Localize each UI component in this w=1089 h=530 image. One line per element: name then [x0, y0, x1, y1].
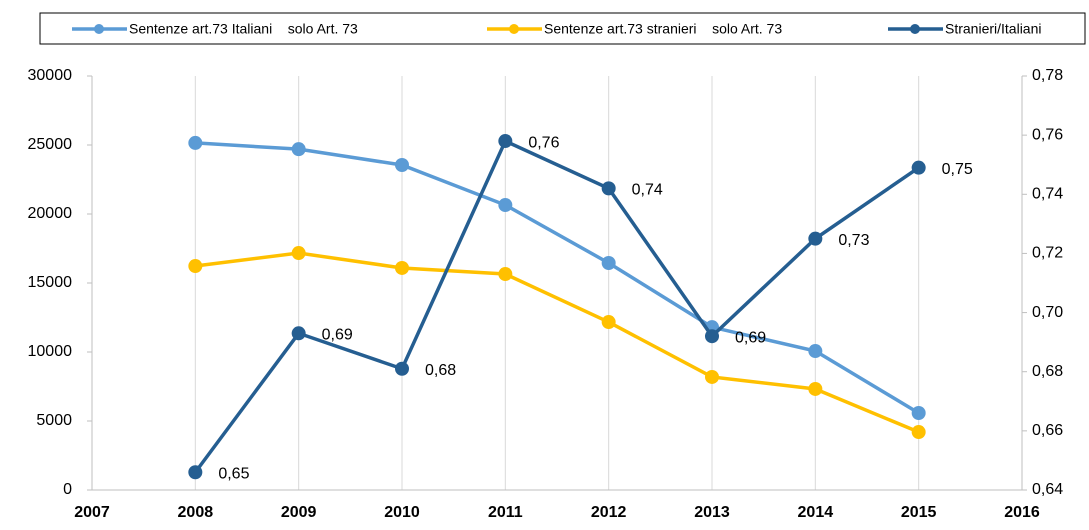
series-line [193, 138, 920, 474]
marker [911, 160, 926, 175]
marker [705, 329, 719, 344]
x-tick-label: 2008 [178, 504, 214, 521]
x-tick-label: 2011 [488, 504, 523, 521]
y-tick-label: 20000 [28, 205, 73, 222]
y-tick-label: 0 [63, 481, 72, 498]
marker [188, 259, 203, 274]
data-label: 0,69 [735, 329, 766, 346]
marker [498, 134, 513, 149]
x-tick-label: 2009 [281, 504, 317, 521]
x-tick-label: 2010 [384, 504, 420, 521]
marker [911, 425, 926, 440]
x-tick-label: 2013 [694, 504, 730, 521]
marker [808, 231, 823, 246]
y2-tick-label: 0,66 [1032, 422, 1063, 439]
marker [291, 326, 306, 341]
legend-label: Sentenze art.73 Italiani solo Art. 73 [129, 21, 358, 37]
marker [395, 158, 409, 173]
series-line [195, 251, 920, 434]
x-tick-label: 2014 [798, 504, 834, 521]
y2-tick-label: 0,70 [1032, 304, 1063, 321]
marker [911, 405, 926, 420]
marker [808, 344, 823, 359]
data-label: 0,75 [942, 161, 973, 178]
marker [291, 246, 306, 261]
x-tick-label: 2012 [591, 504, 627, 521]
data-label: 0,76 [528, 134, 559, 151]
x-tick-label: 2015 [901, 504, 937, 521]
marker [601, 181, 616, 196]
marker [498, 267, 513, 282]
y-tick-label: 15000 [28, 274, 73, 291]
legend-box [39, 12, 1086, 45]
x-tick-label: 2007 [74, 504, 110, 521]
marker [705, 369, 719, 384]
marker [291, 142, 306, 157]
y-tick-label: 25000 [28, 136, 73, 153]
data-label: 0,74 [632, 182, 663, 199]
y-tick-label: 30000 [28, 67, 73, 84]
marker [188, 135, 203, 150]
marker [498, 198, 513, 213]
marker [808, 381, 823, 396]
marker [601, 315, 616, 330]
marker [395, 260, 409, 275]
y2-tick-label: 0,68 [1032, 363, 1063, 380]
data-label: 0,65 [218, 465, 249, 482]
y2-tick-label: 0,78 [1032, 67, 1063, 84]
legend-label: Sentenze art.73 stranieri solo Art. 73 [544, 21, 782, 37]
legend-label: Stranieri/Italiani [945, 21, 1042, 37]
series-line [195, 141, 920, 415]
y2-tick-label: 0,64 [1032, 481, 1063, 498]
x-tick-label: 2016 [1004, 504, 1040, 521]
y-tick-label: 5000 [36, 412, 72, 429]
marker [395, 361, 409, 376]
marker [601, 255, 616, 270]
marker [188, 465, 203, 480]
data-label: 0,69 [322, 326, 353, 343]
y2-tick-label: 0,72 [1032, 245, 1063, 262]
legend-marker [910, 24, 920, 34]
y2-tick-label: 0,74 [1032, 186, 1063, 203]
legend-marker [509, 24, 519, 34]
legend-marker [94, 24, 104, 34]
y2-tick-label: 0,76 [1032, 126, 1063, 143]
y-tick-label: 10000 [28, 343, 73, 360]
data-label: 0,68 [425, 362, 456, 379]
data-label: 0,73 [838, 232, 869, 249]
